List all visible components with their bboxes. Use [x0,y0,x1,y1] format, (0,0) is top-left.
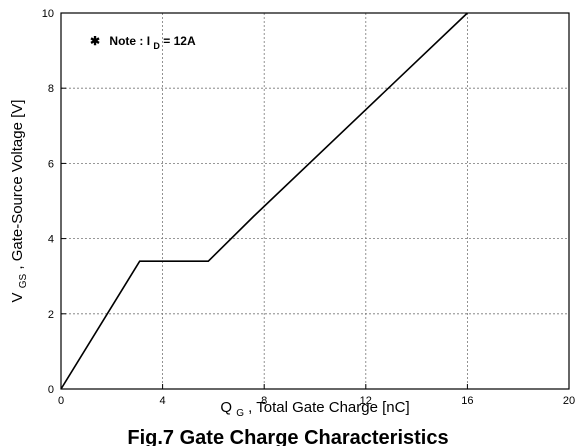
note-annotation: ✱ Note : I D = 12A [90,34,196,52]
note-prefix: Note : I [109,34,150,48]
figure-caption: Fig.7 Gate Charge Characteristics [127,427,448,446]
x-tick-label: 0 [58,395,64,407]
x-tick-label: 12 [360,395,372,407]
y-axis-label-main: V [9,292,26,302]
x-tick-label: 20 [563,395,575,407]
x-tick-label: 8 [261,395,267,407]
x-tick-label: 16 [461,395,473,407]
x-axis-label-sub: G [236,408,244,419]
y-tick-label: 10 [42,8,54,20]
y-axis-label-sub: GS [18,273,29,288]
x-axis-label-rest: , Total Gate Charge [nC] [248,399,409,416]
x-axis-label-main: Q [220,399,232,416]
y-tick-label: 4 [48,234,54,246]
y-axis-label-rest: , Gate-Source Voltage [V] [9,100,26,270]
y-tick-label: 6 [48,158,54,170]
y-tick-label: 2 [48,309,54,321]
series-line-gate-charge [60,12,468,390]
grid-lines [61,13,569,389]
series-group [60,12,468,390]
x-axis-label: Q G , Total Gate Charge [nC] [220,399,409,420]
plot-frame [60,12,570,390]
axis-ticks: 0 4 8 12 16 20 0 2 4 6 8 10 [42,8,575,407]
y-tick-label: 0 [48,384,54,396]
note-subscript: D [153,41,160,51]
x-tick-label: 4 [160,395,166,407]
note-symbol: ✱ [90,34,100,48]
y-axis-label: V GS , Gate-Source Voltage [V] [9,100,30,303]
note-suffix: = 12A [163,34,196,48]
y-tick-label: 8 [48,83,54,95]
